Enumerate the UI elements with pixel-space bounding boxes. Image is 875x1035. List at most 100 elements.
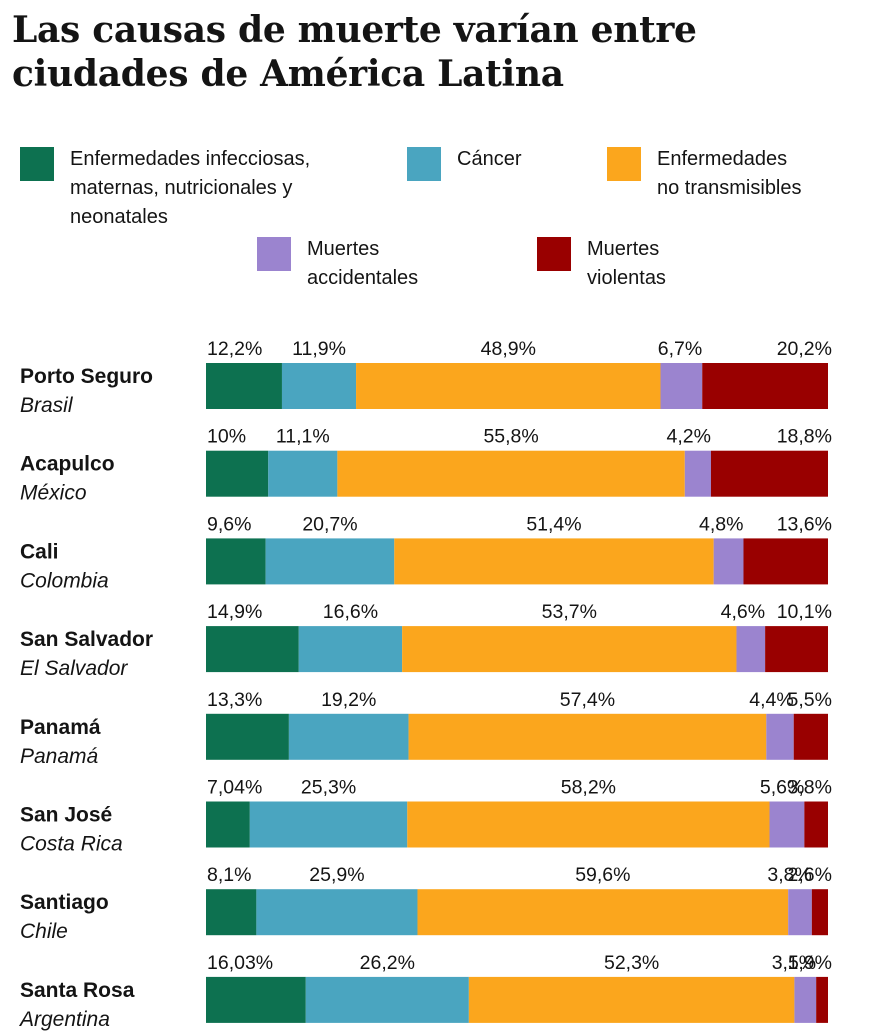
bar-segment-muertes-violentas-san-jose: [804, 801, 828, 848]
bar-segment-cancer-santa-rosa: [305, 976, 469, 1023]
legend-text: maternas, nutricionales y: [70, 177, 293, 199]
bar-segment-cancer-porto-seguro: [281, 363, 357, 409]
city-label: Acapulco: [20, 453, 115, 476]
bar-segment-enfermedades-no-transmisibles-santiago: [417, 889, 789, 936]
bar-segment-muertes-accidentales-panama: [766, 713, 794, 760]
bar-segment-cancer-cali: [265, 538, 395, 585]
country-label: El Salvador: [20, 657, 128, 680]
bar-row-san-jose: San José Costa Rica 7,04% 25,3% 58,2% 5,6%3,8…: [20, 777, 832, 856]
value-label: 13,3%: [207, 689, 262, 711]
bar-row-santa-rosa: Santa Rosa Argentina 16,03% 26,2% 52,3% 3,5%1…: [18, 952, 832, 1031]
value-label: 59,6%: [575, 864, 630, 886]
legend-text: violentas: [587, 267, 666, 289]
value-label: 3,5%: [772, 952, 816, 974]
bar-segment-enfermedades-infecciosas-maternas-nutricionales-y-neonatales-santa-rosa: [206, 976, 306, 1023]
value-label: 12,2%: [207, 338, 262, 360]
bar-segment-enfermedades-infecciosas-maternas-nutricionales-y-neonatales-san-salvador: [206, 626, 299, 673]
legend-label-violentas: Muertes violentas: [587, 235, 666, 293]
country-label: Costa Rica: [20, 833, 123, 856]
legend-text: Enfermedades infecciosas,: [70, 148, 311, 170]
legend-swatch-violentas: [537, 237, 571, 271]
bar-segment-cancer-panama: [288, 713, 409, 760]
value-label: 4,8%: [699, 513, 743, 535]
legend-text: Cáncer: [457, 148, 522, 170]
bar-segment-enfermedades-no-transmisibles-santa-rosa: [468, 976, 795, 1023]
bar-row-porto-seguro: Porto Seguro Brasil 12,2% 11,9% 48,9% 6,7% 20,…: [20, 338, 832, 417]
bar-row-panama: Panamá Panamá 13,3% 19,2% 57,4% 4,4%5,5%: [20, 689, 832, 768]
legend-label-accidentales: Muertes accidentales: [307, 235, 418, 293]
value-label: 7,04%: [207, 777, 262, 799]
chart-title-line-2: ciudades de América Latina: [12, 53, 564, 95]
bar-segment-muertes-violentas-panama: [793, 713, 828, 760]
value-label: 51,4%: [526, 513, 581, 535]
value-label: 14,9%: [207, 601, 262, 623]
bar-segment-enfermedades-no-transmisibles-acapulco: [337, 450, 685, 497]
value-label: 9,6%: [207, 513, 251, 535]
value-label: 5,5%: [788, 689, 832, 711]
bar-segment-cancer-acapulco: [268, 450, 338, 497]
legend-swatch-infecciosas: [20, 147, 54, 181]
country-label: México: [20, 482, 87, 505]
bar-segment-muertes-violentas-san-salvador: [765, 626, 828, 673]
city-label: San José: [20, 804, 112, 827]
bar-segment-muertes-violentas-santiago: [811, 889, 828, 936]
bar-row-san-salvador: San Salvador El Salvador 14,9% 16,6% 53,7% 4,…: [20, 601, 832, 680]
bar-segment-enfermedades-infecciosas-maternas-nutricionales-y-neonatales-san-jose: [206, 801, 250, 848]
bar-segment-muertes-accidentales-san-jose: [769, 801, 805, 848]
value-label: 19,2%: [321, 689, 376, 711]
country-label: Panamá: [20, 745, 99, 768]
legend-label-no-transmisibles: Enfermedades no transmisibles: [657, 145, 802, 203]
legend-text: Enfermedades: [657, 148, 788, 170]
value-label: 20,2%: [777, 338, 832, 360]
value-label: 57,4%: [560, 689, 615, 711]
bar-segment-muertes-accidentales-santiago: [788, 889, 812, 936]
value-label: 5,6%: [760, 777, 804, 799]
value-label: 25,3%: [301, 777, 356, 799]
bar-segment-muertes-accidentales-san-salvador: [736, 626, 766, 673]
value-label: 8,1%: [207, 864, 251, 886]
bar-segment-muertes-violentas-porto-seguro: [702, 363, 828, 409]
legend-swatch-cancer: [407, 147, 441, 181]
value-label: 4,4%: [749, 689, 793, 711]
value-label: 10%: [207, 426, 246, 448]
chart-title-line-1: Las causas de muerte varían entre: [12, 9, 697, 51]
country-label: Colombia: [20, 569, 109, 592]
value-label: 16,03%: [207, 952, 273, 974]
bar-segment-muertes-violentas-acapulco: [710, 450, 828, 497]
legend-text: accidentales: [307, 267, 419, 289]
legend-swatch-accidentales: [257, 237, 291, 271]
bar-row-santiago: Santiago Chile 8,1% 25,9% 59,6% 3,8%2,6%: [20, 864, 832, 943]
bar-segment-enfermedades-infecciosas-maternas-nutricionales-y-neonatales-acapulco: [206, 450, 269, 497]
value-label: 25,9%: [309, 864, 364, 886]
bar-segment-muertes-accidentales-santa-rosa: [794, 976, 817, 1023]
value-label: 13,6%: [777, 513, 832, 535]
value-label: 58,2%: [561, 777, 616, 799]
bar-segment-enfermedades-no-transmisibles-panama: [408, 713, 767, 760]
legend-label-infecciosas: Enfermedades infecciosas, maternas, nutr…: [70, 145, 310, 232]
bar-segment-enfermedades-no-transmisibles-cali: [394, 538, 714, 585]
value-label: 11,9%: [292, 338, 346, 360]
value-label: 55,8%: [483, 426, 538, 448]
value-label: 2,6%: [788, 864, 832, 886]
bar-segment-muertes-accidentales-porto-seguro: [660, 363, 703, 409]
legend-text: neonatales: [70, 206, 168, 228]
city-label: Santiago: [20, 891, 109, 914]
bar-segment-enfermedades-infecciosas-maternas-nutricionales-y-neonatales-santiago: [206, 889, 257, 936]
value-label: 16,6%: [323, 601, 378, 623]
legend-label-cancer: Cáncer: [457, 145, 521, 174]
value-label: 52,3%: [604, 952, 659, 974]
bar-segment-enfermedades-no-transmisibles-san-jose: [407, 801, 770, 848]
value-label: 48,9%: [481, 338, 536, 360]
city-label: Porto Seguro: [20, 365, 153, 388]
chart-title: Las causas de muerte varían entre ciudad…: [12, 8, 862, 96]
bar-segment-enfermedades-infecciosas-maternas-nutricionales-y-neonatales-porto-seguro: [206, 363, 282, 409]
bar-segment-enfermedades-no-transmisibles-san-salvador: [402, 626, 737, 673]
bar-segment-muertes-violentas-cali: [743, 538, 828, 585]
country-label: Argentina: [18, 1008, 110, 1031]
legend-text: Muertes: [307, 238, 380, 260]
bar-segment-enfermedades-no-transmisibles-porto-seguro: [356, 363, 661, 409]
value-label: 26,2%: [360, 952, 415, 974]
city-label: Panamá: [20, 716, 101, 739]
legend-text: no transmisibles: [657, 177, 802, 199]
